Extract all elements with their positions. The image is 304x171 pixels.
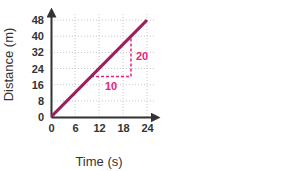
tick: 16 bbox=[32, 79, 51, 91]
grid bbox=[51, 12, 155, 117]
tick-label: 24 bbox=[141, 122, 154, 134]
x-axis-title: Time (s) bbox=[75, 154, 122, 169]
tick-label: 16 bbox=[32, 79, 44, 91]
slope-leg bbox=[91, 76, 131, 78]
grid-line bbox=[51, 117, 155, 118]
axis-line bbox=[52, 117, 156, 119]
tick-label: 0 bbox=[48, 122, 54, 134]
tick-label: 6 bbox=[72, 122, 78, 134]
chart: 0 6 12 18 24 0 8 16 24 32 40 48 Time (s) Distance (m)… bbox=[0, 0, 304, 171]
tick-label: 8 bbox=[38, 95, 44, 107]
tick: 40 bbox=[32, 30, 51, 42]
data-line bbox=[51, 20, 147, 117]
tick: 24 bbox=[141, 117, 154, 134]
tick-label: 32 bbox=[32, 46, 44, 58]
tick-label: 18 bbox=[117, 122, 129, 134]
grid-line bbox=[51, 84, 155, 85]
tick: 0 bbox=[38, 111, 51, 123]
grid-line bbox=[51, 68, 155, 69]
grid-line bbox=[51, 20, 155, 21]
tick: 6 bbox=[72, 117, 78, 134]
tick: 0 bbox=[48, 117, 54, 134]
tick-label: 12 bbox=[93, 122, 105, 134]
tick: 8 bbox=[38, 95, 51, 107]
tick-label: 24 bbox=[32, 63, 45, 75]
x-axis: 0 6 12 18 24 bbox=[48, 117, 155, 134]
tick: 48 bbox=[32, 14, 51, 26]
y-axis-title: Distance (m) bbox=[1, 28, 16, 102]
slope-label: 10 bbox=[105, 80, 117, 92]
tick: 32 bbox=[32, 46, 51, 58]
tick: 18 bbox=[117, 117, 129, 134]
plot-area bbox=[51, 20, 147, 117]
tick: 12 bbox=[93, 117, 105, 134]
grid-line bbox=[51, 12, 52, 117]
tick: 24 bbox=[32, 63, 51, 75]
tick-label: 40 bbox=[32, 30, 44, 42]
slope-label: 20 bbox=[136, 50, 148, 62]
tick-label: 0 bbox=[38, 111, 44, 123]
tick-label: 48 bbox=[32, 14, 44, 26]
y-axis: 0 8 16 24 32 40 48 bbox=[32, 13, 52, 124]
slope-leg bbox=[130, 36, 132, 76]
grid-line bbox=[51, 36, 155, 37]
axis-line bbox=[51, 13, 53, 118]
